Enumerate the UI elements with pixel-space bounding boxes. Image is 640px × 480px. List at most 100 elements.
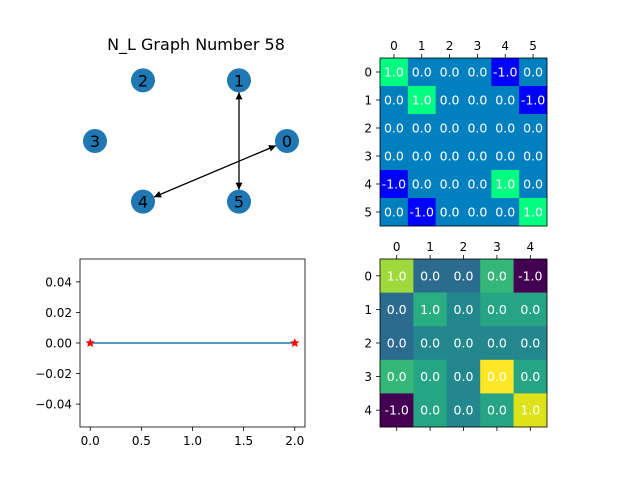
heatmap-cell [463, 86, 492, 115]
heatmap-cell-label: -1.0 [518, 268, 542, 283]
heatmap-cell [513, 292, 548, 327]
series-point [85, 338, 95, 348]
heatmap-cell-label: 0.0 [454, 336, 474, 351]
heatmap-cell-label: 0.0 [412, 149, 432, 164]
heatmap-cell [435, 86, 464, 115]
heatmap-row-label: 3 [364, 150, 372, 164]
heatmap-col-label: 2 [446, 39, 454, 53]
x-tick-label: 2.0 [285, 434, 304, 448]
heatmap-cell-label: 0.0 [487, 336, 507, 351]
heatmap-cell [380, 86, 409, 115]
heatmap-cell-label: 0.0 [387, 336, 407, 351]
heatmap-cell [380, 326, 414, 361]
graph-nodes: 0 1 2 3 4 5 [83, 68, 299, 214]
heatmap-col-label: 4 [526, 240, 534, 254]
graph-edge [153, 145, 277, 198]
heatmap-cell-label: 0.0 [523, 177, 543, 192]
heatmap-row-label: 0 [364, 66, 372, 80]
heatmap-cell-label: 0.0 [487, 268, 507, 283]
heatmap-cell [407, 114, 436, 143]
heatmap-cell [480, 393, 514, 428]
graph-node [227, 189, 251, 214]
heatmap-cell-label: -1.0 [385, 403, 409, 418]
x-tick-label: 0.5 [132, 434, 151, 448]
heatmap-cell [380, 259, 414, 293]
heatmap-cell-label: 0.0 [440, 121, 460, 136]
heatmap-row-label: 4 [364, 178, 372, 192]
heatmap-cell [463, 170, 492, 199]
heatmap-col-label: 0 [390, 39, 398, 53]
heatmap-cell [380, 393, 414, 428]
graph-node-label: 3 [90, 132, 100, 151]
graph-title: N_L Graph Number 58 [107, 35, 285, 55]
x-tick-label: 0.0 [81, 434, 100, 448]
heatmap-row-label: 5 [364, 206, 372, 220]
heatmap-row-label: 3 [364, 370, 372, 384]
heatmap-cell [491, 86, 520, 115]
heatmap-cell-label: 0.0 [440, 93, 460, 108]
heatmap-cell-label: 0.0 [520, 336, 540, 351]
heatmap-cell-label: 0.0 [523, 65, 543, 80]
heatmap-row-label: 4 [364, 404, 372, 418]
graph-node-label: 2 [138, 71, 148, 90]
heatmap-cell-label: 0.0 [495, 121, 515, 136]
heatmap-cell-label: 1.0 [387, 268, 407, 283]
heatmap-cell-label: 0.0 [412, 121, 432, 136]
heatmap-cell-label: 1.0 [384, 65, 404, 80]
heatmap-cell-label: 0.0 [412, 177, 432, 192]
graph-node-label: 1 [234, 71, 244, 90]
line-plot: 0.0 0.5 1.0 1.5 2.0 0.04 0.02 0.00 −0.02 −0.04 [35, 258, 306, 448]
heatmap-cell [491, 198, 520, 227]
heatmap-row-label: 1 [364, 303, 372, 317]
x-tick-label: 1.5 [234, 434, 253, 448]
heatmap-cell [380, 292, 414, 327]
heatmap-cell [519, 86, 548, 115]
heatmap-cell-label: 0.0 [420, 268, 440, 283]
heatmap-cell [480, 326, 514, 361]
y-tick-label: 0.00 [45, 337, 72, 351]
adjacency-heatmap: 1.0 0.0 0.0 0.0 -1.0 0.0 0.0 1.0 0.0 0.0 0.0 -1.0 0.… [364, 39, 548, 227]
heatmap-cell [435, 142, 464, 171]
heatmap-cell [513, 326, 548, 361]
heatmap-cell [463, 114, 492, 143]
heatmap-cell [435, 114, 464, 143]
heatmap-cell-label: 0.0 [384, 205, 404, 220]
heatmap-cell-label: -1.0 [382, 177, 406, 192]
graph-edges [153, 92, 277, 198]
heatmap-cell-label: 0.0 [520, 302, 540, 317]
heatmap-col-label: 3 [474, 39, 482, 53]
heatmap-cell [407, 170, 436, 199]
heatmap-col-label: 1 [426, 240, 434, 254]
heatmap-cell-label: 0.0 [467, 149, 487, 164]
heatmap-cell-label: -1.0 [493, 65, 517, 80]
heatmap-cell [513, 393, 548, 428]
heatmap-row-label: 2 [364, 337, 372, 351]
heatmap-cell-label: 0.0 [420, 369, 440, 384]
graph-panel: N_L Graph Number 58 0 1 2 3 4 5 [83, 35, 299, 214]
heatmap-cell [519, 198, 548, 227]
heatmap-cell [519, 114, 548, 143]
heatmap-cell [491, 58, 520, 87]
heatmap-cell [519, 58, 548, 87]
heatmap-cell [407, 86, 436, 115]
heatmap-cell [407, 198, 436, 227]
heatmap-cell [380, 359, 414, 394]
heatmap-cell-label: -1.0 [410, 205, 434, 220]
heatmap-cell [413, 259, 448, 293]
heatmap-cell-label: 0.0 [412, 65, 432, 80]
heatmap-cell [480, 292, 514, 327]
heatmap-cell [491, 170, 520, 199]
heatmap-cell-label: 0.0 [454, 302, 474, 317]
heatmap-cell [480, 259, 514, 293]
heatmap-cell [413, 393, 448, 428]
heatmap-cell [380, 114, 409, 143]
heatmap-cell-label: 0.0 [454, 403, 474, 418]
heatmap-cell-label: 0.0 [454, 268, 474, 283]
heatmap-row-label: 1 [364, 94, 372, 108]
heatmap-cell-label: 1.0 [420, 302, 440, 317]
heatmap-cell [519, 142, 548, 171]
graph-node [275, 129, 299, 153]
heatmap-cell-label: 1.0 [495, 177, 515, 192]
graph-node [131, 189, 155, 214]
heatmap-cell [407, 58, 436, 87]
